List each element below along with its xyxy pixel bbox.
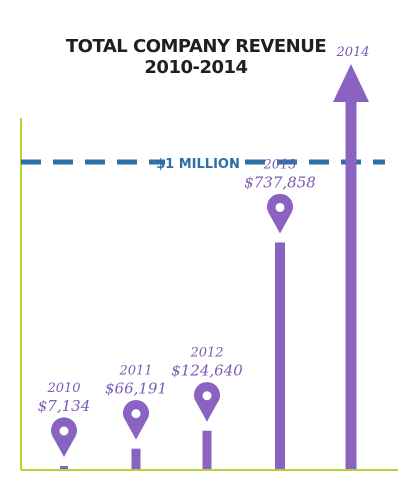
reference-label-bg [165,151,231,173]
bar-2013 [275,242,285,469]
location-pin-icon-2011-hole [131,409,141,419]
location-pin-icon-2012-hole [202,391,212,401]
year-label-2011: 2011 [118,364,152,379]
reference-label: $1 MILLION [156,157,240,172]
value-label-2010: $7,134 [38,397,91,415]
arrow-head-2014 [333,64,369,102]
bar-2010 [60,466,68,469]
chart-subtitle: 2010-2014 [144,57,247,78]
value-label-2011: $66,191 [105,380,167,398]
location-pin-icon-2011-shape [123,400,149,440]
year-label-2013: 2013 [262,157,296,172]
year-label-2010: 2010 [46,381,80,396]
year-label-2012: 2012 [189,346,223,361]
location-pin-icon-2013 [267,193,293,234]
location-pin-icon-2013-hole [275,202,285,212]
bar-2014 [345,100,357,469]
location-pin-icon-2011 [123,400,149,440]
year-label-2014: 2014 [335,45,369,60]
location-pin-icon-2013-shape [267,193,293,234]
bar-2012 [202,430,212,469]
value-label-2013: $737,858 [244,173,316,191]
chart-title: TOTAL COMPANY REVENUE [66,36,326,57]
bar-2011 [131,448,141,469]
value-label-2012: $124,640 [171,362,243,380]
location-pin-icon-2012-shape [194,382,220,422]
location-pin-icon-2010 [51,417,77,457]
location-pin-icon-2010-hole [59,426,69,436]
location-pin-icon-2012 [194,382,220,422]
location-pin-icon-2010-shape [51,417,77,457]
